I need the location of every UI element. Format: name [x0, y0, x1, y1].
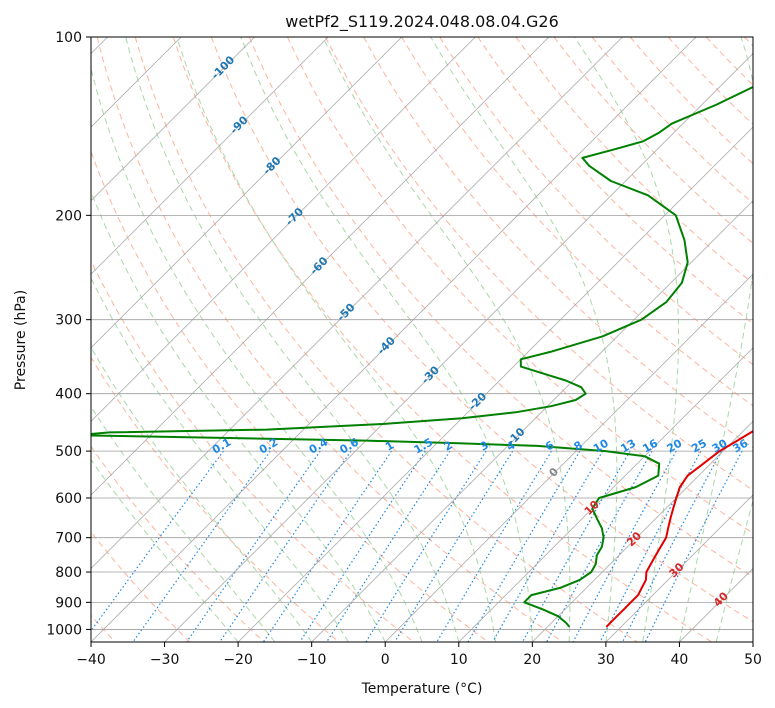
x-tick-label: −20	[223, 652, 253, 668]
x-tick-label: −10	[297, 652, 327, 668]
y-tick-label: 800	[55, 565, 82, 581]
y-tick-label: 100	[55, 30, 82, 46]
dry-adiabat	[91, 445, 265, 642]
isotherm-line	[532, 420, 753, 642]
isotherm-line	[237, 126, 753, 642]
y-tick-label: 1000	[46, 622, 82, 638]
isotherm-line	[384, 273, 753, 642]
dry-adiabat	[401, 37, 753, 407]
x-tick-label: −40	[76, 652, 106, 668]
dry-adiabat	[91, 259, 414, 642]
mixing-ratio-line	[622, 450, 722, 642]
isotherm-line	[91, 37, 550, 496]
dry-adiabat	[248, 37, 753, 578]
isotherm-line	[311, 200, 753, 642]
mixing-ratio-line	[394, 450, 514, 642]
mixing-ratio-line	[492, 450, 604, 642]
dry-adiabat	[91, 356, 340, 642]
temperature-line	[605, 430, 753, 628]
isotherm-line	[91, 37, 403, 349]
moist-adiabat	[125, 37, 460, 642]
isotherm-line	[91, 37, 255, 202]
plot-frame	[90, 36, 754, 643]
y-tick-label: 600	[55, 491, 82, 507]
isotherm-line	[91, 37, 623, 570]
dry-adiabat	[134, 37, 638, 642]
x-tick-label: 40	[670, 652, 688, 668]
mixing-ratio-line	[186, 450, 321, 642]
moist-adiabat	[574, 37, 679, 642]
dry-adiabat	[439, 37, 753, 366]
dewpoint-line	[91, 85, 753, 628]
moist-adiabat	[678, 37, 753, 642]
dry-adiabat	[287, 37, 753, 534]
background-lines	[91, 37, 753, 642]
dry-adiabat	[210, 37, 753, 623]
x-tick-label: −30	[150, 652, 180, 668]
y-tick-label: 200	[55, 208, 82, 224]
y-tick-label: 500	[55, 444, 82, 460]
x-tick-label: 20	[523, 652, 541, 668]
chart-title: wetPf2_S119.2024.048.08.04.G26	[285, 12, 559, 32]
dry-adiabat	[172, 37, 713, 642]
x-tick-label: 30	[597, 652, 615, 668]
mixing-ratio-line	[132, 450, 271, 642]
isotherm-line	[91, 37, 697, 642]
mixing-ratio-line	[219, 450, 352, 642]
moist-adiabat	[240, 37, 533, 642]
mixing-ratio-line	[572, 450, 677, 642]
y-tick-label: 900	[55, 595, 82, 611]
x-tick-label: 50	[744, 652, 762, 668]
axes-ticks: −40 −30 −20 −10 0 10 20 30 40 50 100 200 300 400 500 60…	[46, 30, 762, 668]
mixing-ratio-line	[365, 450, 487, 642]
mixing-ratio-line	[521, 450, 631, 642]
mixing-ratio-line	[436, 450, 553, 642]
x-tick-label: 0	[381, 652, 390, 668]
moist-adiabat	[91, 405, 276, 642]
moist-adiabat	[715, 498, 753, 642]
moist-adiabat	[91, 66, 423, 642]
profile-lines	[91, 85, 753, 628]
moist-adiabat	[430, 37, 618, 642]
y-tick-label: 300	[55, 313, 82, 329]
mixing-ratio-line	[467, 450, 581, 642]
x-tick-label: 10	[450, 652, 468, 668]
isotherm-line	[605, 494, 753, 642]
y-tick-label: 400	[55, 387, 82, 403]
moist-adiabat	[91, 458, 239, 642]
moist-adiabat	[176, 37, 497, 642]
dry-adiabat	[96, 37, 563, 642]
dry-adiabat	[591, 37, 753, 204]
y-axis-label: Pressure (hPa)	[13, 290, 29, 390]
isotherm-line	[91, 37, 329, 275]
y-tick-label: 700	[55, 531, 82, 547]
mixing-ratio-line	[546, 450, 653, 642]
moist-adiabat	[322, 37, 571, 642]
x-axis-label: Temperature (°C)	[361, 681, 483, 697]
isotherm-line	[164, 52, 753, 642]
dry-adiabat	[553, 37, 753, 244]
dry-adiabat	[325, 37, 753, 491]
isotherm-line	[458, 347, 753, 642]
plot-background	[91, 37, 753, 642]
isotherm-line	[91, 37, 476, 422]
